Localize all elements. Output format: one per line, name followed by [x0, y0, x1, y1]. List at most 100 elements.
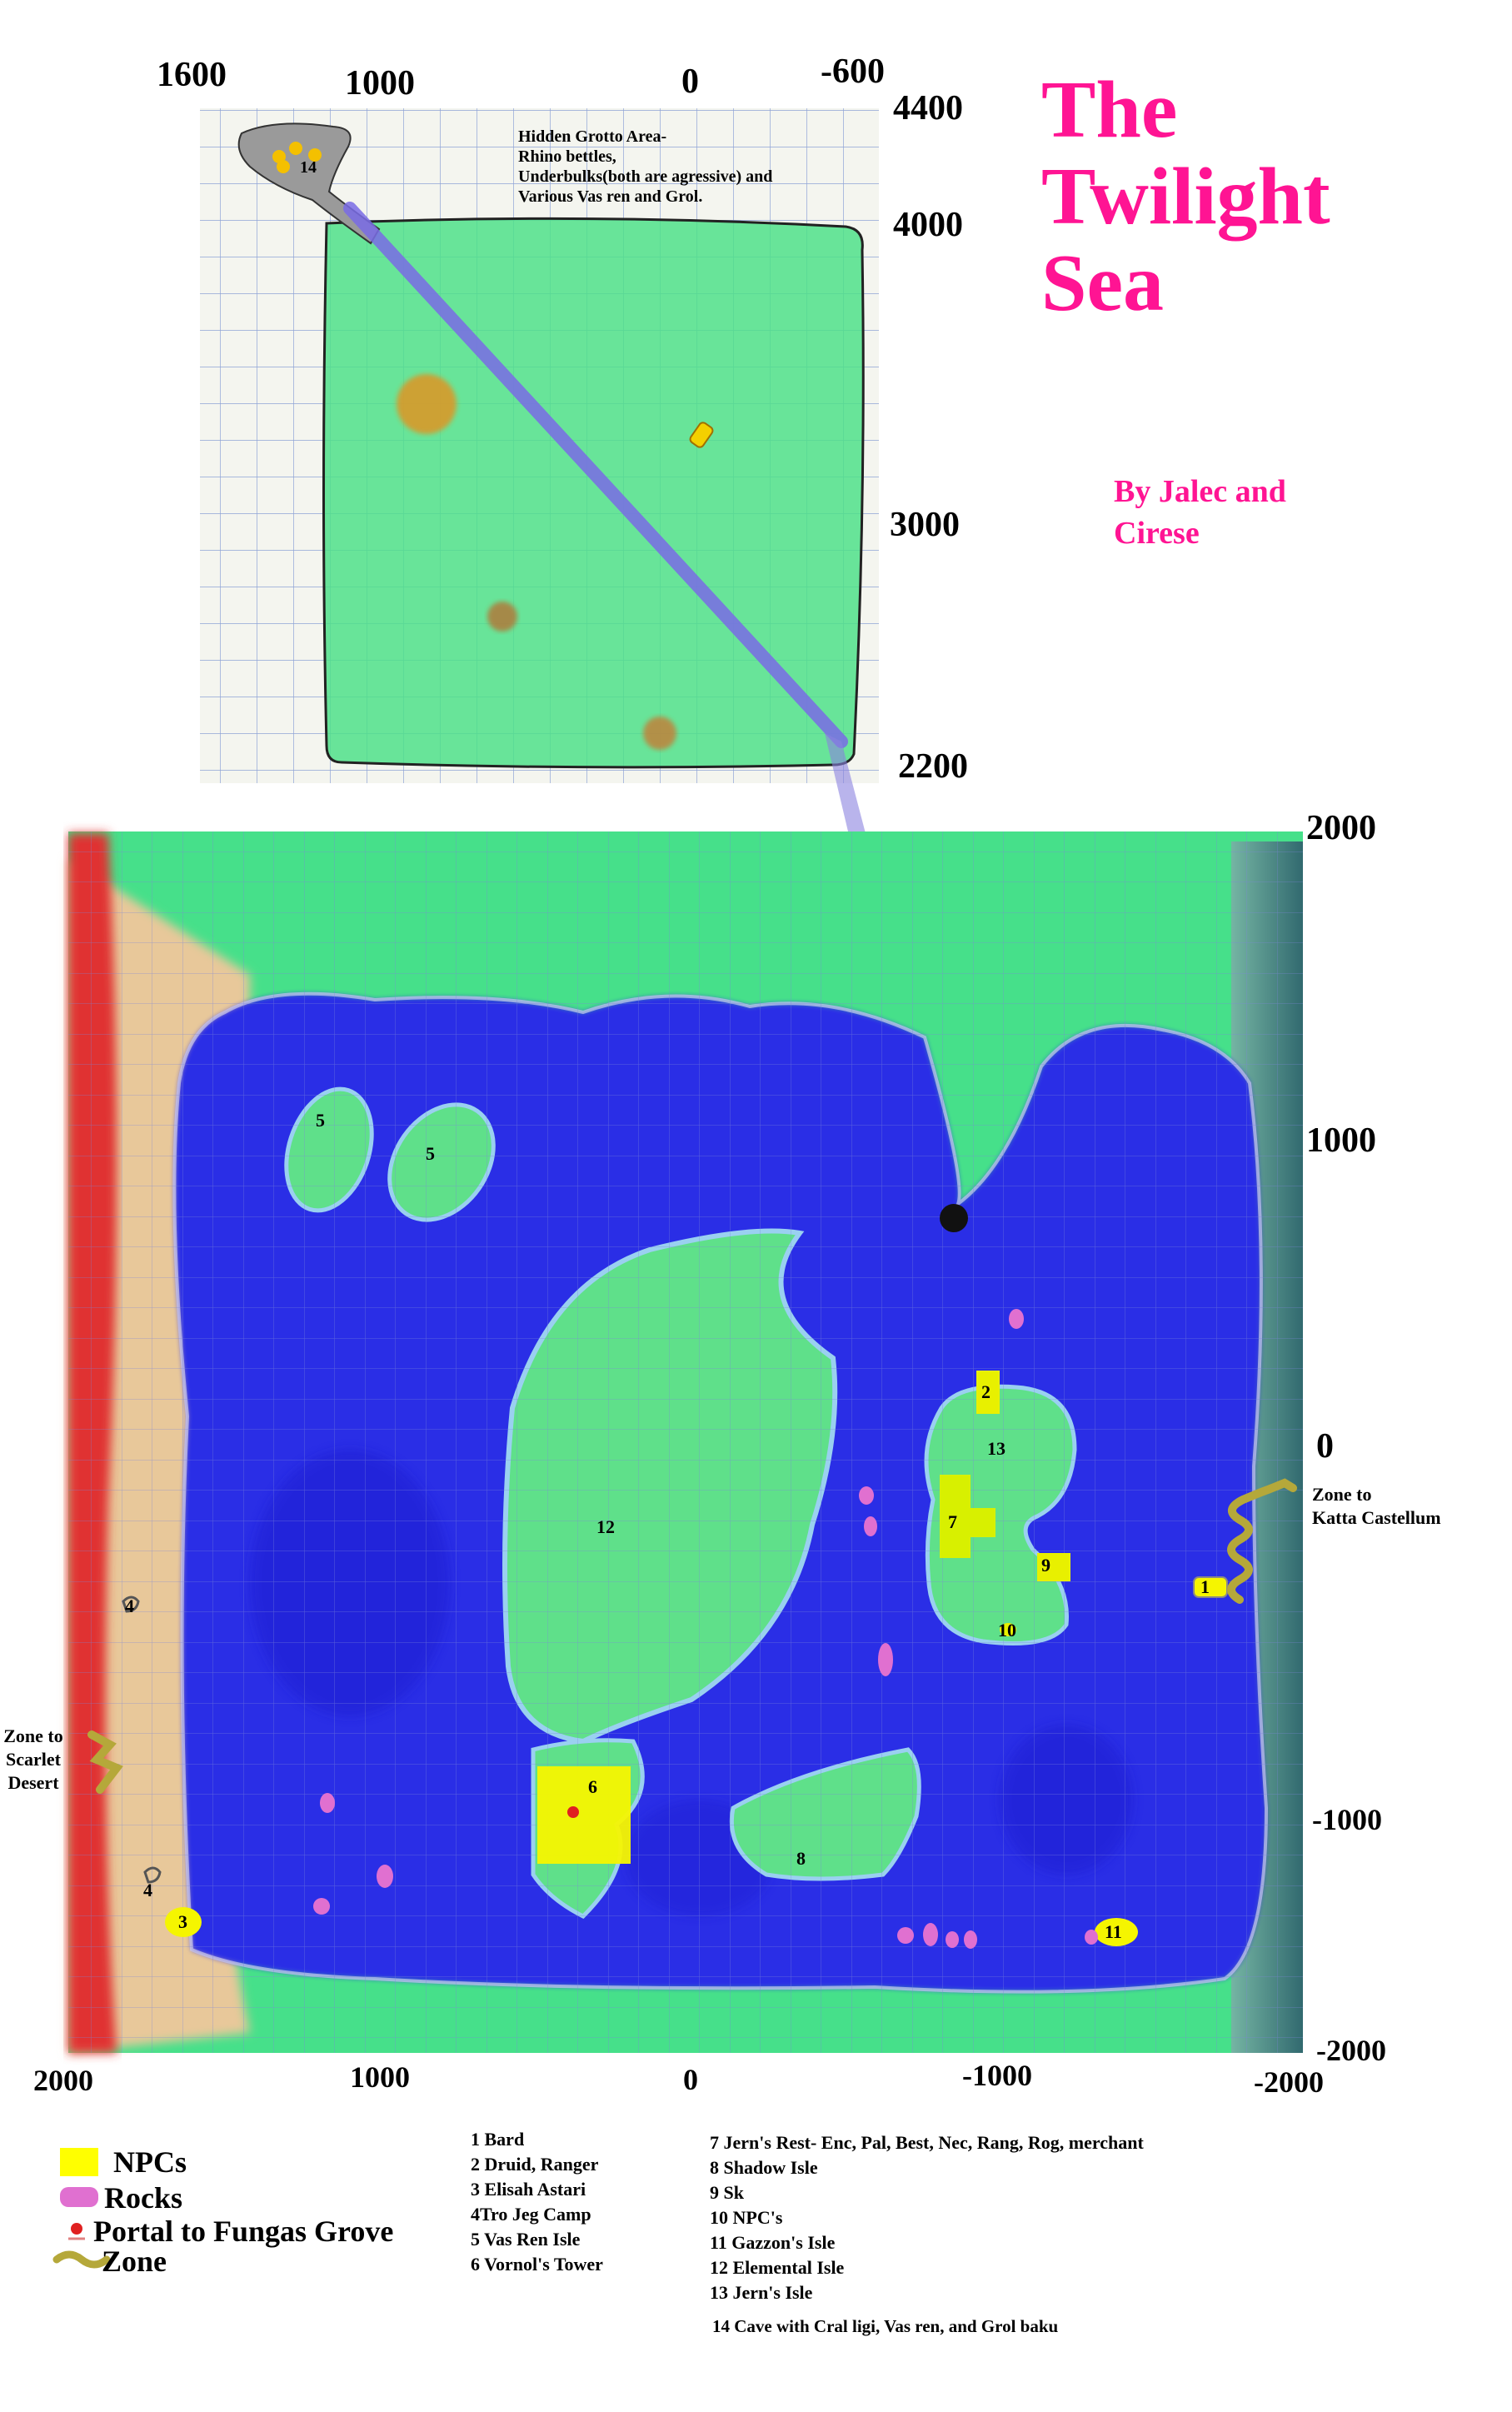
- location-item-14: 14 Cave with Cral ligi, Vas ren, and Gro…: [712, 2316, 1059, 2336]
- legend-portal: Portal to Fungas Grove: [93, 2215, 394, 2248]
- authors-line-1: By Jalec and: [1114, 474, 1286, 509]
- top-y-label: 2200: [898, 747, 968, 786]
- large-rock: [397, 374, 457, 434]
- tunnel: [343, 202, 848, 748]
- map-title: The Twilight Sea: [1041, 67, 1330, 327]
- authors-line-2: Cirese: [1114, 516, 1200, 551]
- npc-dot: [272, 150, 286, 163]
- marker-7: 7: [948, 1511, 957, 1532]
- main-x-label: 0: [683, 2063, 698, 2096]
- grotto-note-line: Various Vas ren and Grol.: [518, 187, 703, 206]
- top-map: [200, 108, 879, 783]
- top-y-label: 4400: [893, 89, 963, 127]
- marker-1: 1: [1200, 1576, 1210, 1597]
- npc-area-2: [976, 1371, 1000, 1414]
- main-y-label: 1000: [1306, 1121, 1376, 1160]
- title-line-2: Twilight: [1041, 152, 1330, 242]
- location-item: 1 Bard: [471, 2129, 525, 2150]
- npc-area-3: [165, 1907, 202, 1937]
- npc-dot: [289, 142, 302, 155]
- camp-icon: [143, 1866, 162, 1884]
- marker-6: 6: [588, 1776, 597, 1797]
- legend-portal-swatch: [71, 2223, 82, 2235]
- marker-4: 4: [125, 1596, 134, 1616]
- locations-list-left: 1 Bard 2 Druid, Ranger 3 Elisah Astari 4…: [471, 2127, 603, 2277]
- main-map: [68, 831, 1303, 2053]
- top-x-label: 0: [681, 62, 699, 101]
- tunnel-entrance: [940, 1204, 968, 1232]
- grotto-note-line: Rhino bettles,: [518, 147, 616, 166]
- location-item: 4Tro Jeg Camp: [471, 2204, 591, 2225]
- npc-area-7: [940, 1475, 996, 1558]
- title-line-3: Sea: [1041, 238, 1164, 328]
- npc-area-9: [1037, 1553, 1070, 1581]
- legend-zone-swatch: [52, 2250, 111, 2269]
- location-item: 7 Jern's Rest- Enc, Pal, Best, Nec, Rang…: [710, 2132, 1144, 2153]
- npc-area-10: [1000, 1623, 1016, 1636]
- zone-label-scarlet: Zone to Scarlet Desert: [0, 1725, 67, 1795]
- marker-9: 9: [1041, 1555, 1050, 1576]
- main-x-label: -1000: [962, 2059, 1032, 2092]
- npc-area-1: [1193, 1576, 1228, 1598]
- top-x-label: -600: [821, 52, 885, 91]
- zone-label-line: Zone to: [1312, 1484, 1372, 1505]
- grotto-land: [323, 218, 864, 767]
- main-x-label: -2000: [1254, 2065, 1324, 2099]
- zone-scarlet-desert: [87, 1730, 123, 1794]
- rock: [643, 717, 676, 750]
- title-line-1: The: [1041, 65, 1178, 155]
- main-y-label: -2000: [1316, 2034, 1386, 2067]
- location-item: 3 Elisah Astari: [471, 2179, 586, 2200]
- legend-rocks: Rocks: [104, 2181, 183, 2215]
- location-item: 10 NPC's: [710, 2207, 783, 2228]
- main-x-label: 2000: [33, 2064, 93, 2097]
- marker-8: 8: [796, 1848, 806, 1869]
- marker-12: 12: [596, 1516, 615, 1537]
- grotto-note-line: Hidden Grotto Area-: [518, 127, 667, 146]
- location-item: 5 Vas Ren Isle: [471, 2229, 581, 2250]
- location-item: 13 Jern's Isle: [710, 2282, 813, 2303]
- marker-10: 10: [998, 1620, 1016, 1640]
- legend-rock-swatch: [60, 2187, 98, 2207]
- top-y-label: 4000: [893, 206, 963, 244]
- zone-katta-castellum: [1227, 1478, 1297, 1604]
- location-item: 6 Vornol's Tower: [471, 2254, 603, 2275]
- location-item: 2 Druid, Ranger: [471, 2154, 599, 2175]
- cave-label: 14: [300, 158, 317, 177]
- grotto-note: Hidden Grotto Area- Rhino bettles, Under…: [518, 127, 772, 207]
- npc-area-11: [1095, 1918, 1138, 1946]
- location-item: 8 Shadow Isle: [710, 2157, 818, 2178]
- marker-5: 5: [426, 1143, 435, 1164]
- zone-label-line: Desert: [7, 1772, 59, 1793]
- main-x-label: 1000: [350, 2060, 410, 2094]
- rock: [487, 602, 517, 632]
- main-y-label: 2000: [1306, 809, 1376, 847]
- marker-11: 11: [1105, 1921, 1122, 1942]
- grotto-note-line: Underbulks(both are agressive) and: [518, 167, 773, 186]
- npc-area-6: [537, 1766, 631, 1864]
- marker-4: 4: [143, 1880, 152, 1900]
- authors: By Jalec and Cirese: [1114, 471, 1286, 554]
- portal-marker: [567, 1806, 579, 1818]
- legend-zone: Zone: [102, 2245, 167, 2278]
- npc-dot: [308, 148, 322, 162]
- legend-npcs: NPCs: [113, 2145, 187, 2179]
- location-item: 11 Gazzon's Isle: [710, 2232, 836, 2253]
- location-item: 12 Elemental Isle: [710, 2257, 845, 2278]
- main-y-label: 0: [1316, 1427, 1334, 1466]
- location-item: 9 Sk: [710, 2182, 744, 2203]
- zone-label-line: Scarlet: [6, 1749, 61, 1770]
- locations-list-right: 7 Jern's Rest- Enc, Pal, Best, Nec, Rang…: [710, 2130, 1144, 2305]
- legend-npc-swatch: [60, 2148, 98, 2176]
- top-x-label: 1000: [345, 64, 415, 102]
- zone-label-katta: Zone to Katta Castellum: [1312, 1483, 1441, 1530]
- top-y-label: 3000: [890, 506, 960, 544]
- zone-label-line: Zone to: [3, 1725, 63, 1746]
- marker-13: 13: [987, 1438, 1006, 1459]
- npc-marker: [689, 422, 714, 448]
- main-y-label: -1000: [1312, 1803, 1382, 1836]
- marker-3: 3: [178, 1911, 187, 1932]
- npc-dot: [277, 160, 290, 173]
